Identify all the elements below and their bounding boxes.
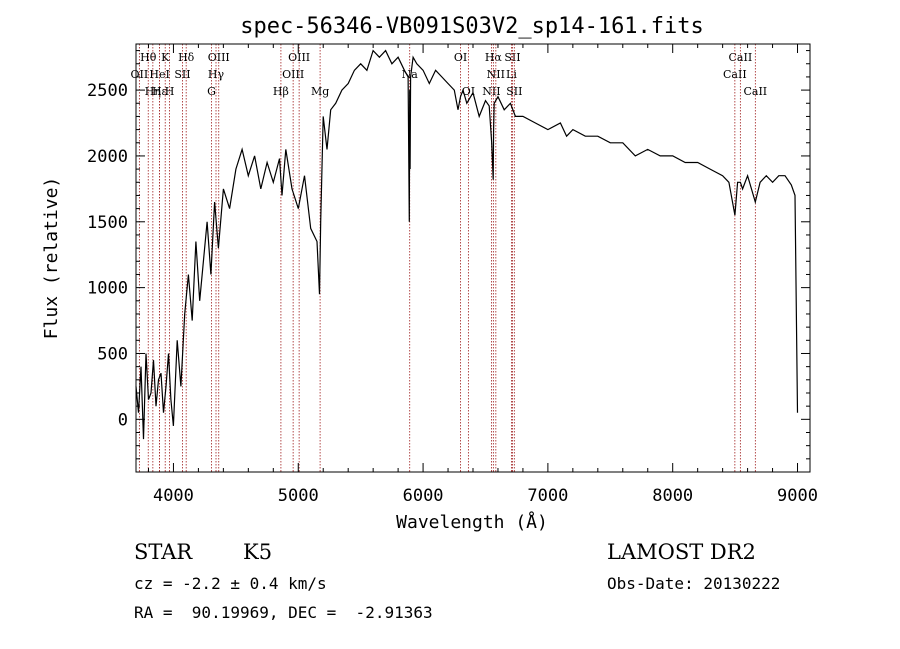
spectrum-series-line [135, 49, 799, 440]
coordinates-text: RA = 90.19969, DEC = -2.91363 [134, 603, 433, 622]
chart-title: spec-56346-VB091S03V2_sp14-161.fits [240, 14, 704, 39]
y-tick-label-1: 500 [97, 344, 128, 364]
line-label-8: Hδ [178, 51, 195, 64]
line-label-21: NII [487, 68, 505, 81]
x-tick-label-4: 8000 [652, 486, 693, 506]
line-label-24: SII [506, 85, 522, 98]
y-tick-label-2: 1000 [87, 279, 128, 299]
line-label-19: NII [482, 85, 500, 98]
line-label-11: G [207, 85, 216, 98]
line-label-7: SII [174, 68, 190, 81]
line-label-9: OIII [208, 51, 230, 64]
line-label-4: Hε [152, 85, 168, 98]
subclass-label: K5 [243, 540, 273, 564]
line-label-16: Na [402, 68, 419, 81]
line-label-2: Hη [145, 85, 161, 98]
line-label-27: CaII [743, 85, 767, 98]
line-label-20: Hα [485, 51, 503, 64]
x-tick-label-1: 5000 [278, 486, 319, 506]
line-label-22: SII [504, 51, 520, 64]
x-tick-label-0: 4000 [153, 486, 194, 506]
line-label-12: Hβ [273, 85, 289, 98]
y-tick-label-5: 2500 [87, 81, 128, 101]
y-tick-label-3: 1500 [87, 213, 128, 233]
line-label-26: CaII [723, 68, 747, 81]
y-tick-label-0: 0 [118, 410, 128, 430]
obs-date-text: Obs-Date: 20130222 [607, 574, 781, 593]
class-label: STAR [134, 540, 193, 564]
line-label-17: OI [454, 51, 467, 64]
line-label-5: K [161, 51, 170, 64]
axes-ticks: 4000 5000 6000 7000 8000 9000 0 500 1000 1500 2000… [87, 44, 818, 506]
y-tick-label-4: 2000 [87, 147, 128, 167]
survey-label: LAMOST DR2 [607, 540, 756, 564]
line-label-15: Mg [311, 85, 329, 98]
line-label-13: OIII [288, 51, 310, 64]
y-axis-label: Flux (relative) [41, 177, 62, 340]
line-label-1: OII [131, 68, 149, 81]
line-label-25: CaII [729, 51, 753, 64]
line-label-23: Li [506, 68, 517, 81]
line-label-14: OIII [282, 68, 304, 81]
line-label-0: Hθ [140, 51, 157, 64]
line-label-10: Hγ [208, 68, 225, 81]
x-axis-label: Wavelength (Å) [396, 511, 548, 533]
redshift-text: cz = -2.2 ± 0.4 km/s [134, 574, 327, 593]
x-tick-label-3: 7000 [527, 486, 568, 506]
x-tick-label-2: 6000 [403, 486, 444, 506]
x-tick-label-5: 9000 [777, 486, 818, 506]
line-label-6: H [165, 85, 175, 98]
plot-frame [135, 43, 811, 473]
